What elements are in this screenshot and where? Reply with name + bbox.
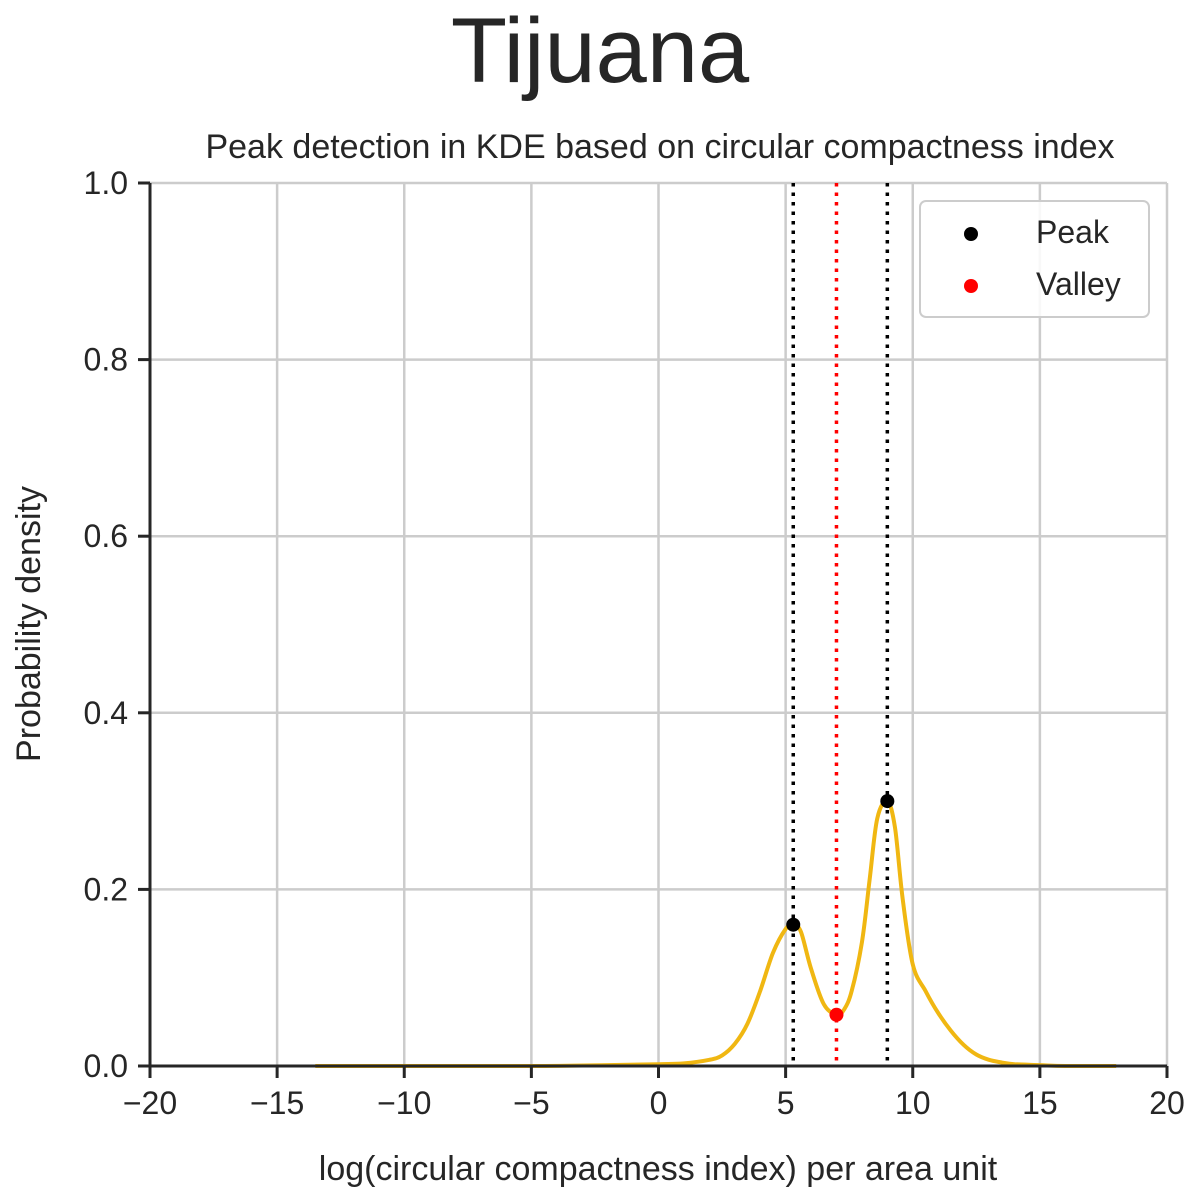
chart-title: Peak detection in KDE based on circular … bbox=[205, 128, 1114, 166]
y-tick-label: 0.2 bbox=[84, 871, 128, 907]
legend-peak-label: Peak bbox=[1036, 214, 1110, 250]
x-tick-label: 0 bbox=[650, 1085, 668, 1121]
figure-suptitle: Tijuana bbox=[451, 0, 750, 102]
x-tick-label: −5 bbox=[513, 1085, 549, 1121]
y-axis-label: Probability density bbox=[10, 486, 48, 762]
y-tick-label: 0.0 bbox=[84, 1048, 128, 1084]
x-axis-ticks: −20 −15 −10 −5 0 5 10 15 20 bbox=[123, 1066, 1185, 1121]
x-tick-label: −15 bbox=[250, 1085, 304, 1121]
legend-valley-label: Valley bbox=[1036, 266, 1121, 302]
y-axis-ticks: 0.0 0.2 0.4 0.6 0.8 1.0 bbox=[84, 165, 150, 1084]
x-tick-label: 5 bbox=[777, 1085, 795, 1121]
legend-valley-marker bbox=[964, 279, 978, 293]
scatter-points bbox=[786, 794, 895, 1022]
legend-peak-marker bbox=[964, 227, 978, 241]
grid-lines bbox=[150, 181, 1169, 1066]
legend: Peak Valley bbox=[919, 200, 1150, 318]
x-tick-label: 15 bbox=[1022, 1085, 1058, 1121]
y-tick-label: 0.6 bbox=[84, 518, 128, 554]
y-tick-label: 0.8 bbox=[84, 342, 128, 378]
y-tick-label: 1.0 bbox=[84, 165, 128, 201]
vertical-marker-lines bbox=[791, 183, 890, 1066]
y-tick-label: 0.4 bbox=[84, 695, 128, 731]
x-tick-label: −10 bbox=[377, 1085, 431, 1121]
kde-curve-line bbox=[315, 798, 1117, 1069]
peak-point bbox=[786, 917, 801, 932]
x-tick-label: 10 bbox=[895, 1085, 931, 1121]
x-tick-label: −20 bbox=[123, 1085, 177, 1121]
x-tick-label: 20 bbox=[1149, 1085, 1185, 1121]
x-axis-label: log(circular compactness index) per area… bbox=[319, 1150, 998, 1188]
valley-point bbox=[829, 1007, 844, 1022]
peak-point bbox=[880, 794, 895, 809]
